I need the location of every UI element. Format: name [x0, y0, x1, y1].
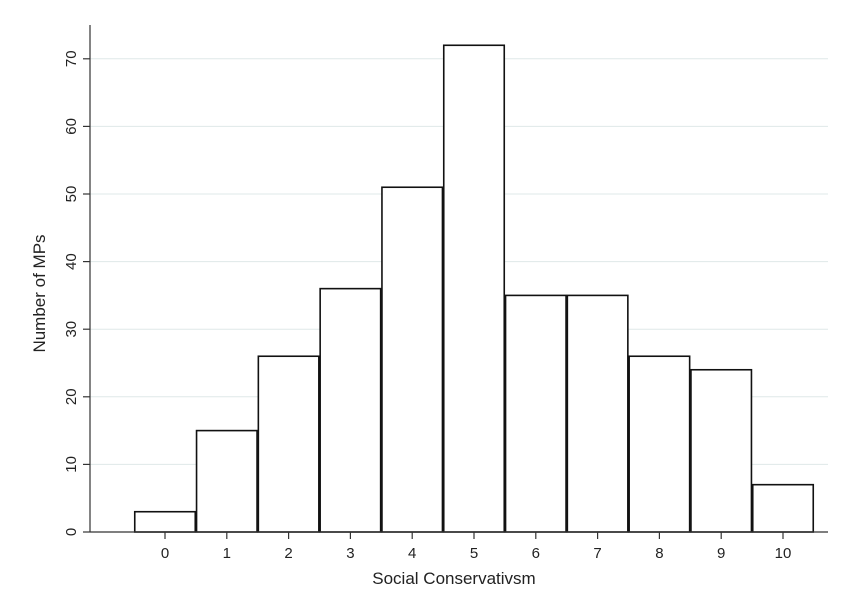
y-tick-label: 0 [63, 528, 80, 536]
x-axis-ticks: 0 1 2 3 4 5 6 7 8 9 10 [161, 532, 792, 562]
bar [133, 510, 197, 533]
x-tick-label: 5 [470, 545, 478, 562]
bars [133, 44, 815, 533]
bar [690, 368, 753, 533]
bar [628, 355, 691, 533]
y-tick-label: 70 [63, 50, 80, 67]
y-tick-label: 40 [63, 253, 80, 270]
x-tick-label: 10 [775, 545, 792, 562]
x-tick-label: 7 [593, 545, 601, 562]
bar [319, 287, 382, 533]
bar [257, 355, 320, 533]
x-tick-label: 1 [223, 545, 231, 562]
bar [442, 44, 506, 533]
x-tick-label: 6 [532, 545, 540, 562]
x-tick-label: 9 [717, 545, 725, 562]
y-axis-title: Number of MPs [30, 234, 49, 352]
axes [89, 25, 828, 533]
y-tick-label: 60 [63, 118, 80, 135]
y-tick-label: 20 [63, 388, 80, 405]
bar [504, 294, 567, 533]
y-tick-label: 50 [63, 186, 80, 203]
bar [751, 483, 815, 533]
x-axis-title: Social Conservativsm [372, 569, 535, 588]
y-tick-label: 30 [63, 321, 80, 338]
x-tick-label: 0 [161, 545, 169, 562]
x-tick-label: 3 [346, 545, 354, 562]
x-tick-label: 8 [655, 545, 663, 562]
x-tick-label: 4 [408, 545, 416, 562]
y-axis-ticks: 0 10 20 30 40 50 60 70 [63, 50, 90, 536]
y-tick-label: 10 [63, 456, 80, 473]
bar [195, 429, 258, 533]
x-tick-label: 2 [284, 545, 292, 562]
bar [381, 186, 444, 533]
bar [566, 294, 629, 533]
